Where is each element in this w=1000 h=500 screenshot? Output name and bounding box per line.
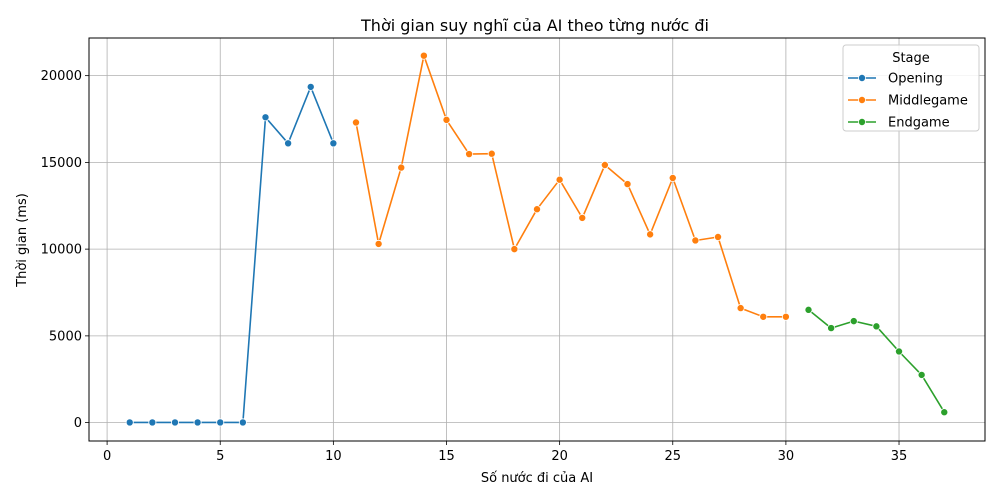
middlegame-data-point xyxy=(714,232,723,241)
x-tick-label: 20 xyxy=(551,449,568,464)
x-tick-label: 0 xyxy=(103,449,111,464)
y-axis-label: Thời gian (ms) xyxy=(15,193,30,288)
legend-opening-marker xyxy=(858,74,867,83)
opening-data-point xyxy=(170,418,179,427)
plot-frame xyxy=(88,37,986,442)
endgame-data-point xyxy=(872,322,881,331)
middlegame-data-point xyxy=(374,239,383,248)
opening-data-point xyxy=(238,418,247,427)
legend-endgame-label: Endgame xyxy=(888,116,950,131)
middlegame-data-point xyxy=(397,163,406,172)
middlegame-data-point xyxy=(351,118,360,127)
opening-data-point xyxy=(284,139,293,148)
x-tick-label: 15 xyxy=(438,449,455,464)
legend-title: Stage xyxy=(892,51,930,66)
y-tick-label: 20000 xyxy=(41,69,82,84)
x-tick-label: 10 xyxy=(325,449,342,464)
legend: Stage Opening Middlegame Endgame xyxy=(842,44,980,132)
middlegame-data-point xyxy=(533,205,542,214)
opening-data-point xyxy=(148,418,157,427)
endgame-data-point xyxy=(804,305,813,314)
chart-title: Thời gian suy nghĩ của AI theo từng nước… xyxy=(360,16,709,35)
endgame-data-point xyxy=(827,324,836,333)
middlegame-data-point xyxy=(646,230,655,239)
middlegame-data-point xyxy=(600,160,609,169)
middlegame-data-point xyxy=(668,174,677,183)
endgame-data-point xyxy=(940,408,949,417)
opening-data-point xyxy=(193,418,202,427)
opening-series-line xyxy=(129,86,335,424)
middlegame-data-point xyxy=(419,51,428,60)
x-axis-label: Số nước đi của AI xyxy=(481,471,593,486)
middlegame-data-point xyxy=(781,312,790,321)
ticks: 0 5 10 15 20 25 30 35 0 5000 10000 15000 20000 xyxy=(41,69,908,464)
middlegame-data-point xyxy=(759,312,768,321)
y-tick-label: 10000 xyxy=(41,243,82,258)
opening-data-point xyxy=(306,82,315,91)
middlegame-data-point xyxy=(578,213,587,222)
endgame-data-point xyxy=(895,347,904,356)
opening-data-point xyxy=(125,418,134,427)
x-tick-label: 35 xyxy=(891,449,908,464)
y-tick-label: 15000 xyxy=(41,156,82,171)
middlegame-data-point xyxy=(442,115,451,124)
y-tick-label: 5000 xyxy=(49,329,82,344)
legend-middlegame-label: Middlegame xyxy=(888,94,968,109)
legend-endgame-marker xyxy=(858,118,867,127)
opening-data-point xyxy=(329,139,338,148)
opening-data-point xyxy=(261,113,270,122)
x-tick-label: 30 xyxy=(778,449,795,464)
series-group xyxy=(125,51,949,427)
legend-opening-label: Opening xyxy=(888,72,943,87)
legend-middlegame-marker xyxy=(858,96,867,105)
x-tick-label: 5 xyxy=(216,449,224,464)
middlegame-data-point xyxy=(487,149,496,158)
middlegame-data-point xyxy=(623,180,632,189)
legend-box xyxy=(842,44,980,132)
y-tick-label: 0 xyxy=(74,416,82,431)
middlegame-data-point xyxy=(465,150,474,159)
middlegame-data-point xyxy=(691,236,700,245)
endgame-data-point xyxy=(849,317,858,326)
middlegame-data-point xyxy=(555,175,564,184)
opening-data-point xyxy=(216,418,225,427)
x-tick-label: 25 xyxy=(664,449,681,464)
middlegame-data-point xyxy=(510,245,519,254)
middlegame-data-point xyxy=(736,304,745,313)
endgame-data-point xyxy=(917,370,926,379)
